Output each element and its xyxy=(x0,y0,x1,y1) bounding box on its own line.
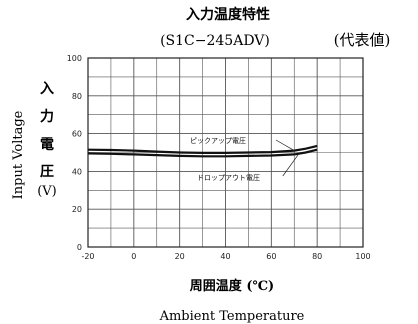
y-tick-label: 100 xyxy=(67,54,82,63)
dropout-voltage-label: ドロップアウト電圧 xyxy=(197,174,260,182)
y-tick-label: 0 xyxy=(77,243,82,252)
pickup-voltage-line xyxy=(87,144,318,154)
chart-subtitle: (S1C−245ADV) xyxy=(160,33,270,49)
x-tick-label: 20 xyxy=(175,252,185,261)
x-tick-label: 60 xyxy=(266,252,276,261)
x-axis-label-en: Ambient Temperature xyxy=(159,309,305,324)
x-tick-label: 40 xyxy=(220,252,230,261)
x-tick-label: 0 xyxy=(131,252,136,261)
representative-value-note: (代表値) xyxy=(334,31,391,49)
dropout-label-leader xyxy=(282,153,300,177)
y-axis-label-ja-4: 圧 xyxy=(40,164,54,180)
y-axis-label-ja-3: 電 xyxy=(40,136,54,153)
y-axis-label-en: Input Voltage xyxy=(11,110,26,199)
dropout-voltage-line xyxy=(87,148,318,158)
x-tick-label: 80 xyxy=(312,252,322,261)
chart-title: 入力温度特性 xyxy=(186,6,270,23)
x-tick-label: -20 xyxy=(81,252,94,261)
y-tick-label: 20 xyxy=(72,205,82,214)
y-tick-label: 40 xyxy=(72,167,82,176)
x-axis-label-ja: 周囲温度 (℃) xyxy=(190,278,274,294)
y-axis-unit: (V) xyxy=(37,184,57,199)
y-axis-label-ja-2: 力 xyxy=(40,108,54,125)
pickup-voltage-label: ピックアップ電圧 xyxy=(190,137,246,145)
pickup-label-leader xyxy=(275,139,295,151)
y-tick-label: 60 xyxy=(72,130,82,139)
x-tick-label: 100 xyxy=(355,252,370,261)
y-tick-label: 80 xyxy=(72,92,82,101)
y-axis-label-ja-1: 入 xyxy=(40,81,54,97)
plot-frame xyxy=(87,57,364,248)
